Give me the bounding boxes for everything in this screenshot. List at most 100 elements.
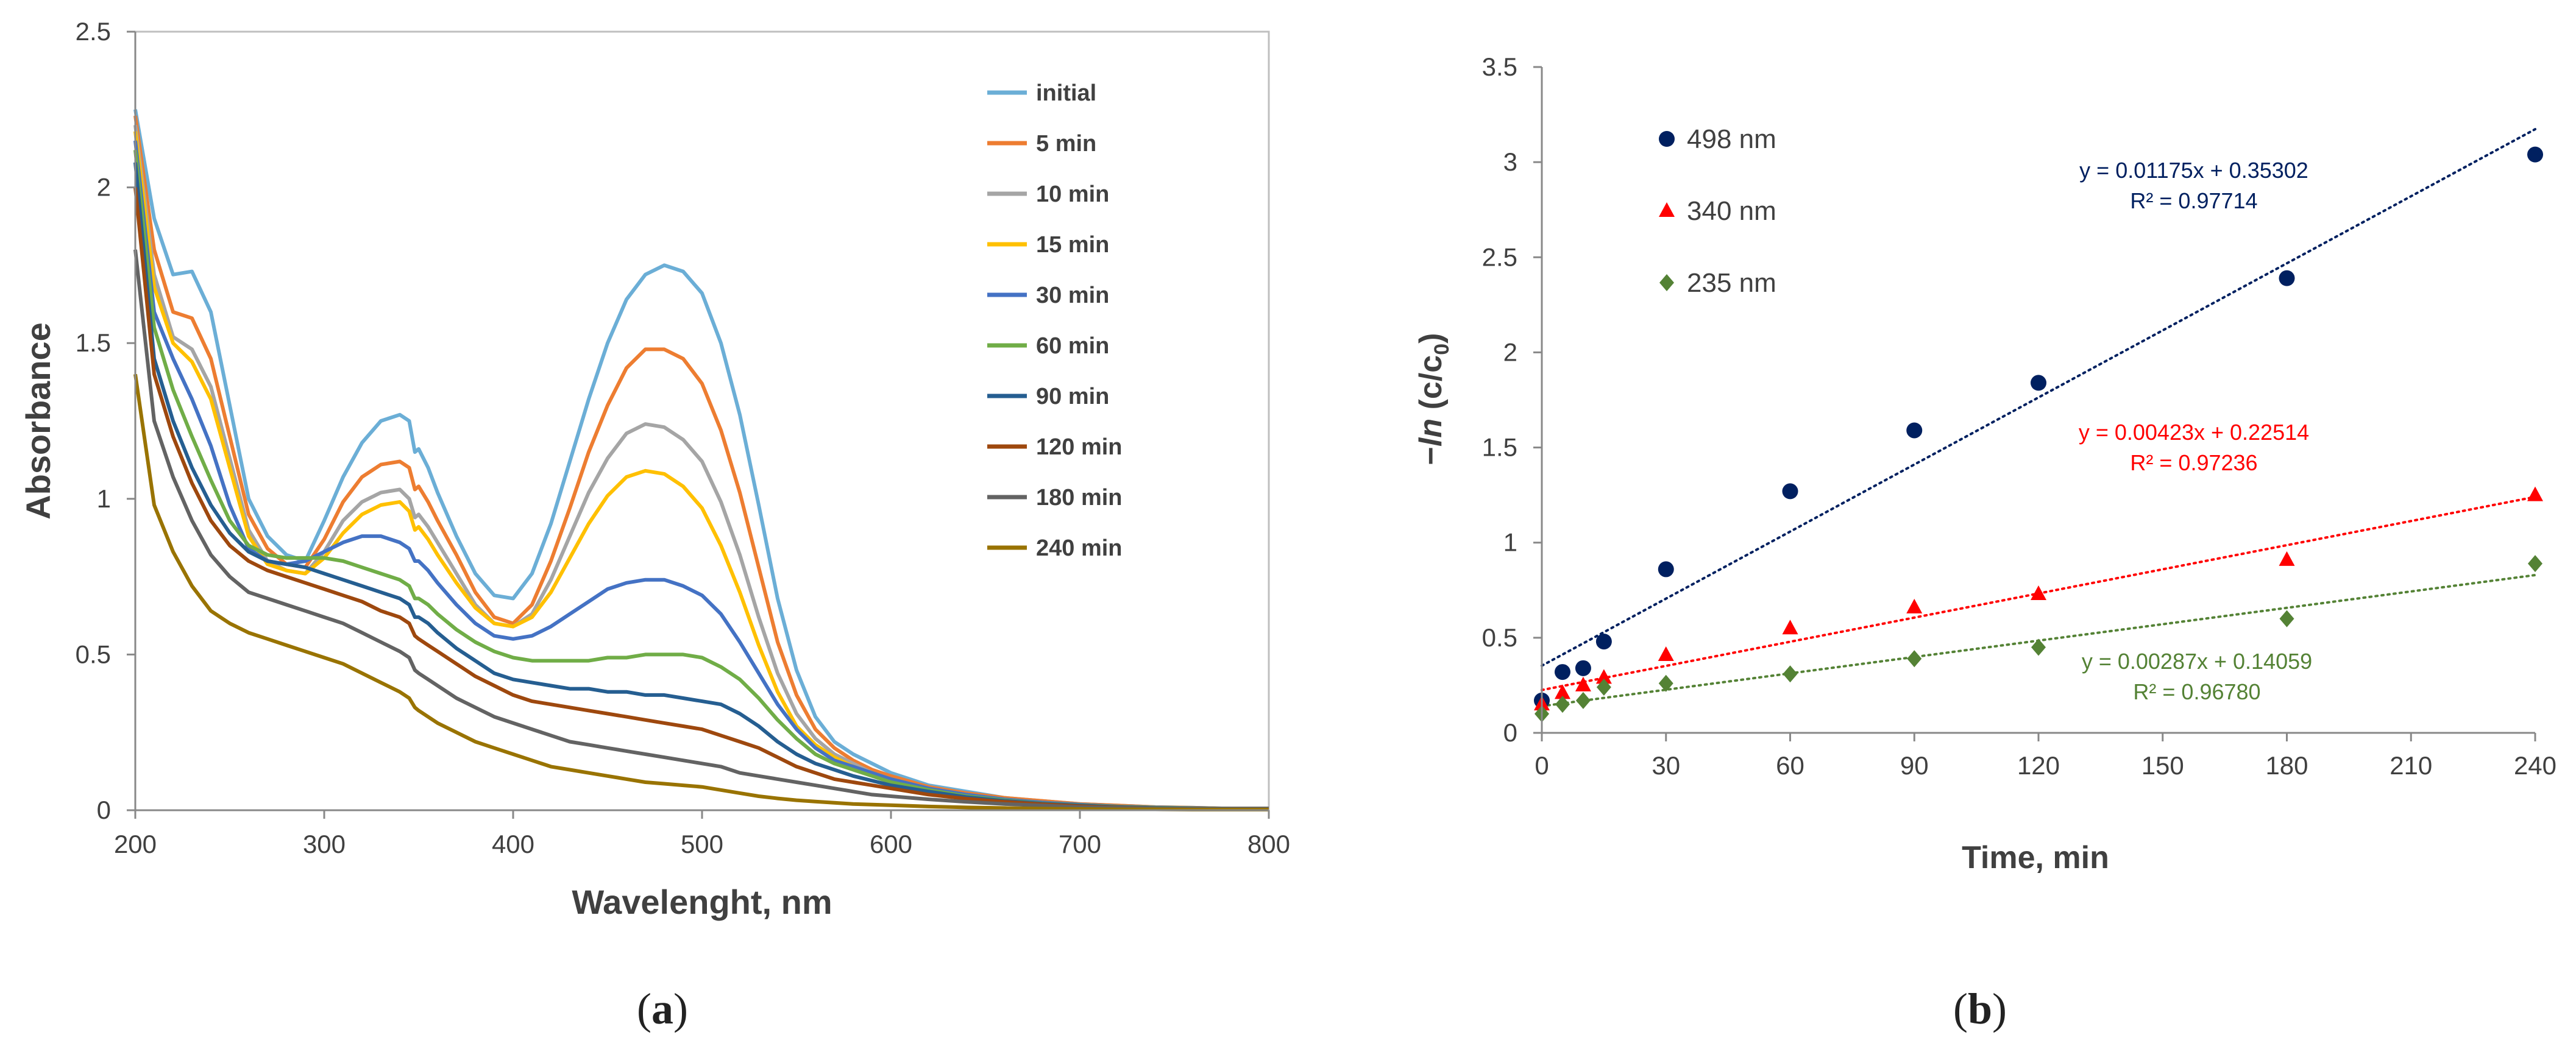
- panel-a-chart: 200 300 400 500 600 700 800 0 0.5 1 1.5 2 2.5 initi…: [19, 17, 1290, 921]
- x-tick-label: 400: [492, 830, 534, 858]
- y-tick-label: 2: [1503, 337, 1517, 366]
- caption-b: (b): [1953, 984, 2007, 1033]
- x-tick-label: 120: [2017, 751, 2060, 780]
- x-tick-label: 600: [870, 830, 912, 858]
- data-point-235-nm: [1555, 696, 1570, 713]
- legend-label-498-nm: 498 nm: [1687, 124, 1776, 154]
- data-point-340-nm: [2527, 486, 2543, 501]
- legend-label-340-nm: 340 nm: [1687, 196, 1776, 226]
- panel-b-points: [1534, 146, 2543, 723]
- data-point-235-nm: [2528, 555, 2542, 573]
- y-tick-label: 1.5: [1482, 433, 1517, 462]
- trend-r2-235-nm: R² = 0.96780: [2133, 679, 2260, 704]
- panel-a-x-axis-label: Wavelenght, nm: [572, 883, 832, 921]
- panel-a-plot-frame: [134, 30, 1270, 811]
- data-point-235-nm: [1575, 691, 1591, 709]
- legend-label-180-min: 180 min: [1036, 485, 1123, 511]
- series-line-240-min: [133, 373, 1269, 811]
- panel-b-y-ticks: 0 0.5 1 1.5 2 2.5 3 3.5: [1482, 52, 1542, 747]
- panel-b-x-axis-label: Time, min: [1962, 840, 2109, 875]
- legend-label-235-nm: 235 nm: [1687, 268, 1776, 298]
- data-point-235-nm: [2279, 610, 2294, 627]
- x-tick-label: 30: [1652, 751, 1680, 780]
- y-tick-label: 2.5: [76, 17, 111, 46]
- legend-label-10-min: 10 min: [1036, 182, 1109, 207]
- y-tick-label: 1.5: [76, 328, 111, 357]
- data-point-340-nm: [1575, 676, 1591, 691]
- panel-b-x-ticks: 0 30 60 90 120 150 180 210 240: [1535, 733, 2556, 780]
- y-tick-label: 0: [97, 796, 111, 824]
- x-tick-label: 0: [1535, 751, 1549, 780]
- x-tick-label: 700: [1059, 830, 1101, 858]
- panel-a-x-ticks: 200 300 400 500 600 700 800: [114, 810, 1290, 858]
- data-point-340-nm: [1906, 598, 1923, 613]
- data-point-498-nm: [2279, 270, 2295, 286]
- legend-label-5-min: 5 min: [1036, 131, 1096, 157]
- legend-label-initial: initial: [1036, 80, 1096, 106]
- x-tick-label: 500: [681, 830, 723, 858]
- legend-label-90-min: 90 min: [1036, 384, 1109, 409]
- series-line-10-min: [133, 125, 1269, 811]
- series-line-180-min: [133, 249, 1269, 811]
- x-tick-label: 90: [1900, 751, 1929, 780]
- data-point-235-nm: [1596, 679, 1611, 696]
- y-tick-label: 3: [1503, 147, 1517, 176]
- series-line-90-min: [133, 162, 1269, 811]
- data-point-235-nm: [1907, 650, 1922, 668]
- y-tick-label: 2.5: [1482, 242, 1517, 271]
- data-point-498-nm: [1554, 664, 1570, 680]
- trend-equation-498-nm: y = 0.01175x + 0.35302: [2079, 158, 2308, 183]
- data-point-340-nm: [2031, 585, 2046, 601]
- trend-r2-498-nm: R² = 0.97714: [2130, 188, 2257, 213]
- legend-marker-340-nm: [1659, 202, 1675, 217]
- panel-a-series-group: [133, 109, 1269, 811]
- data-point-340-nm: [1782, 620, 1798, 635]
- y-tick-label: 3.5: [1482, 52, 1517, 81]
- legend-label-240-min: 240 min: [1036, 535, 1123, 561]
- x-tick-label: 60: [1776, 751, 1804, 780]
- x-tick-label: 240: [2514, 751, 2556, 780]
- y-tick-label: 2: [97, 173, 111, 202]
- data-point-498-nm: [1575, 660, 1591, 676]
- caption-a: (a): [637, 984, 688, 1033]
- x-tick-label: 800: [1247, 830, 1290, 858]
- panel-a-y-axis-label: Absorbance: [19, 322, 57, 520]
- data-point-340-nm: [1554, 684, 1570, 699]
- data-point-340-nm: [1595, 669, 1612, 684]
- y-tick-label: 0: [1503, 718, 1517, 747]
- panel-a-y-ticks: 0 0.5 1 1.5 2 2.5: [76, 17, 135, 824]
- y-tick-label: 1: [1503, 528, 1517, 557]
- trend-equation-340-nm: y = 0.00423x + 0.22514: [2079, 420, 2309, 445]
- legend-marker-498-nm: [1659, 131, 1675, 147]
- x-tick-label: 300: [303, 830, 346, 858]
- x-tick-label: 210: [2390, 751, 2432, 780]
- data-point-235-nm: [1783, 665, 1798, 683]
- y-tick-label: 0.5: [76, 640, 111, 668]
- series-line-120-min: [133, 187, 1269, 811]
- panel-a-legend: initial 5 min 10 min 15 min 30 min 60 min 90 m…: [987, 80, 1123, 561]
- trendline-498-nm: [1541, 128, 2536, 667]
- panel-b-y-axis-label: −ln (c/c0): [1413, 333, 1453, 465]
- legend-label-30-min: 30 min: [1036, 283, 1109, 308]
- x-tick-label: 150: [2141, 751, 2184, 780]
- legend-label-60-min: 60 min: [1036, 333, 1109, 359]
- data-point-498-nm: [1782, 483, 1798, 500]
- x-tick-label: 180: [2265, 751, 2308, 780]
- data-point-235-nm: [1658, 674, 1673, 692]
- data-point-498-nm: [2031, 375, 2046, 391]
- trend-equation-235-nm: y = 0.00287x + 0.14059: [2082, 649, 2312, 674]
- y-tick-label: 1: [97, 484, 111, 513]
- legend-label-15-min: 15 min: [1036, 232, 1109, 258]
- data-point-340-nm: [2279, 551, 2295, 566]
- legend-label-120-min: 120 min: [1036, 434, 1123, 460]
- data-point-498-nm: [2527, 146, 2543, 163]
- data-point-498-nm: [1658, 561, 1674, 578]
- panel-b-legend: 498 nm 340 nm 235 nm: [1659, 124, 1776, 298]
- legend-marker-235-nm: [1659, 274, 1674, 291]
- panel-b-chart: 0 30 60 90 120 150 180 210 240 00.511.522.533.5 …: [1413, 52, 2556, 875]
- data-point-498-nm: [1906, 422, 1923, 439]
- y-tick-label: 0.5: [1482, 623, 1517, 652]
- data-point-340-nm: [1658, 646, 1674, 661]
- panel-b-trend-equations: y = 0.01175x + 0.35302 R² = 0.97714 y = 0.…: [2079, 158, 2312, 704]
